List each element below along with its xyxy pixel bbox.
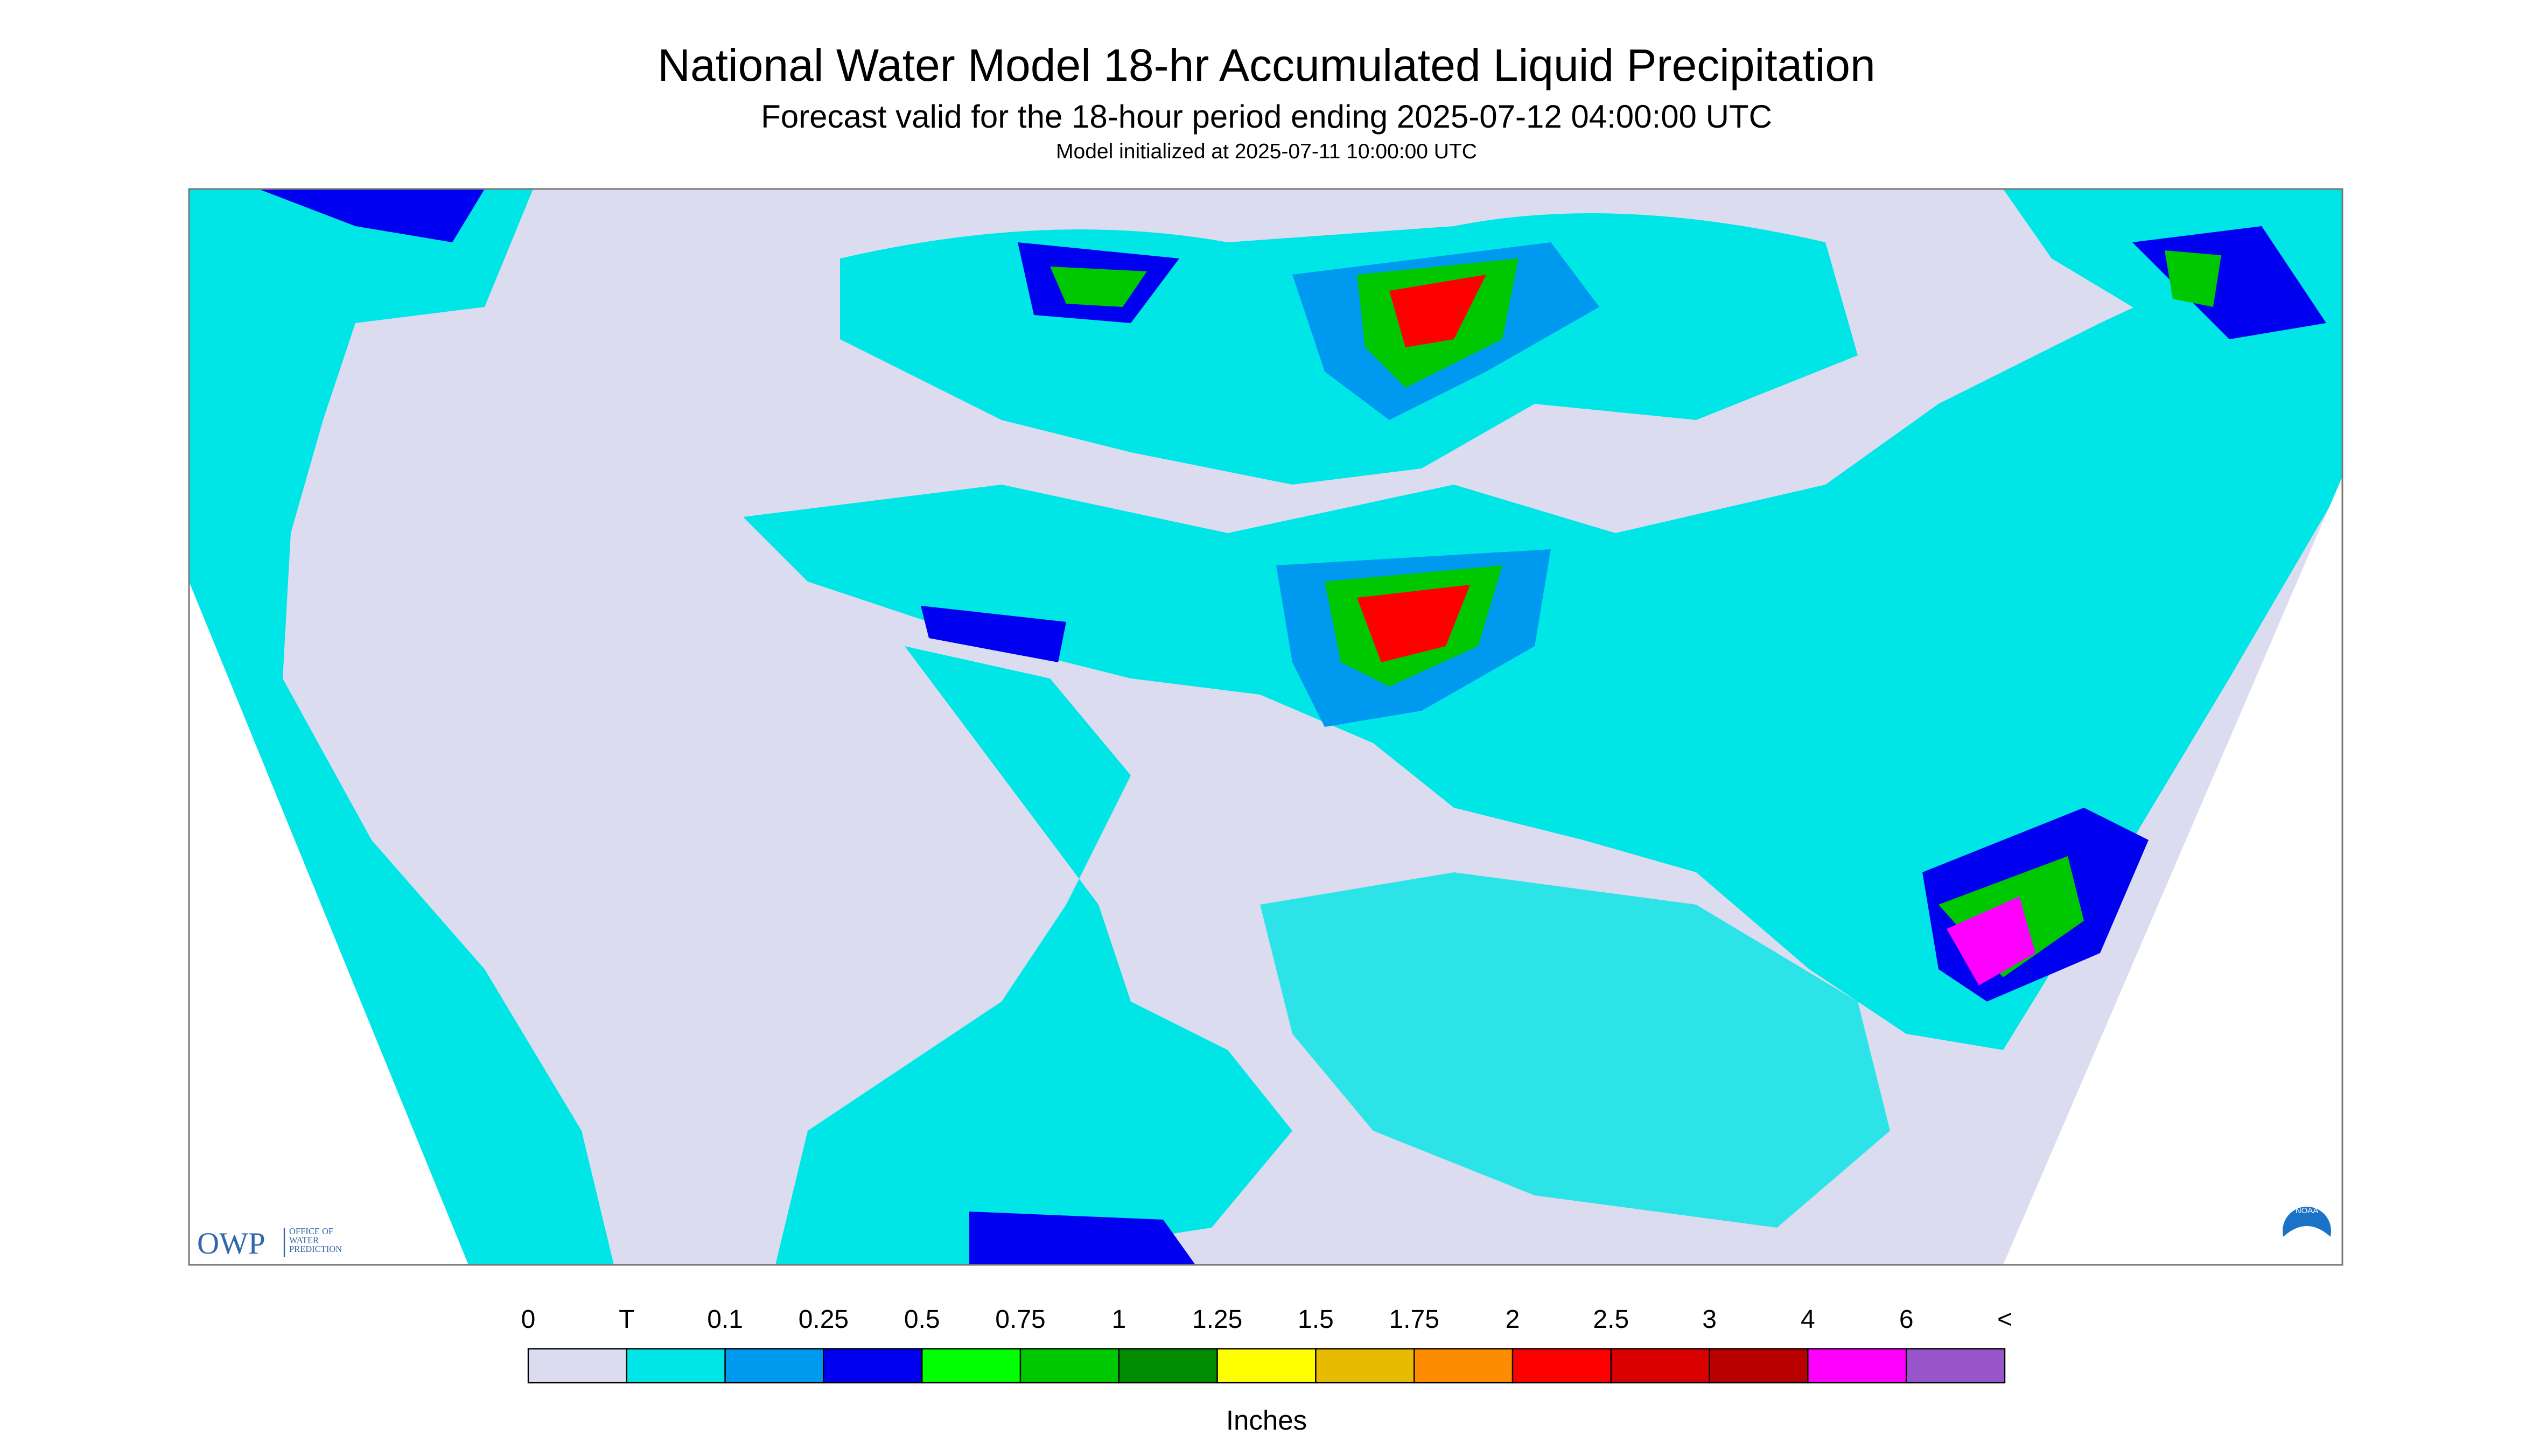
legend-swatch: [1512, 1348, 1612, 1384]
title: National Water Model 18-hr Accumulated L…: [657, 40, 1875, 90]
legend-label: 4: [1801, 1305, 1815, 1334]
legend-label: 6: [1899, 1305, 1914, 1334]
legend-label: 0.5: [904, 1305, 940, 1334]
legend-label: 1: [1111, 1305, 1126, 1334]
owp-logo: OWP: [197, 1227, 265, 1261]
legend-label: 3: [1702, 1305, 1717, 1334]
legend-swatch: [626, 1348, 726, 1384]
legend-swatch: [1216, 1348, 1317, 1384]
legend-label: 2.5: [1593, 1305, 1629, 1334]
legend-label: <: [1997, 1305, 2012, 1334]
legend-swatch: [1019, 1348, 1120, 1384]
legend-swatch: [1118, 1348, 1218, 1384]
legend-label: 0.25: [799, 1305, 849, 1334]
legend-label: T: [619, 1305, 634, 1334]
legend-swatch: [921, 1348, 1021, 1384]
legend-unit: Inches: [1226, 1405, 1307, 1436]
legend: 0 T 0.1 0.25 0.5 0.75 1 1.25 1.5 1.75 2 2.5 3 4 6 <: [521, 1305, 2012, 1384]
legend-label: 2: [1506, 1305, 1520, 1334]
legend-label: 0: [521, 1305, 536, 1334]
legend-swatch: [1610, 1348, 1710, 1384]
subtitle: Forecast valid for the 18-hour period en…: [761, 99, 1772, 135]
legend-label: 1.5: [1298, 1305, 1334, 1334]
owp-logo-line: PREDICTION: [289, 1244, 342, 1254]
owp-logo-line: WATER: [289, 1235, 319, 1245]
legend-swatch: [1315, 1348, 1415, 1384]
legend-swatch: [823, 1348, 923, 1384]
legend-label: 1.25: [1192, 1305, 1242, 1334]
legend-label: 0.1: [707, 1305, 743, 1334]
legend-swatch: [1709, 1348, 1809, 1384]
legend-label: 1.75: [1389, 1305, 1439, 1334]
legend-label: 0.75: [995, 1305, 1045, 1334]
legend-swatch: [527, 1348, 628, 1384]
legend-swatch: [1807, 1348, 1907, 1384]
owp-logo-line: OFFICE OF: [289, 1226, 333, 1236]
legend-swatch: [1414, 1348, 1514, 1384]
map-frame: [188, 188, 2343, 1266]
noaa-logo-text: NOAA: [2296, 1206, 2319, 1215]
legend-swatch: [724, 1348, 824, 1384]
init-note: Model initialized at 2025-07-11 10:00:00…: [1056, 140, 1477, 163]
legend-swatch: [1905, 1348, 2006, 1384]
